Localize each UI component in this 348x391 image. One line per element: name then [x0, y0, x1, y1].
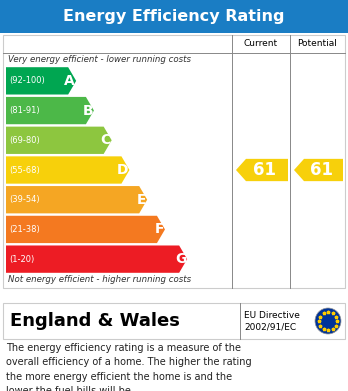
Circle shape — [315, 308, 341, 334]
Text: (55-68): (55-68) — [9, 165, 40, 174]
Text: (69-80): (69-80) — [9, 136, 40, 145]
Text: 61: 61 — [310, 161, 333, 179]
Polygon shape — [236, 159, 288, 181]
Polygon shape — [6, 127, 112, 154]
Bar — [3, 303, 345, 339]
Polygon shape — [294, 159, 343, 181]
Text: Current: Current — [244, 39, 278, 48]
Polygon shape — [6, 67, 76, 95]
Bar — [0, 0, 348, 33]
Bar — [3, 35, 345, 288]
Text: The energy efficiency rating is a measure of the
overall efficiency of a home. T: The energy efficiency rating is a measur… — [6, 343, 252, 391]
Text: F: F — [155, 222, 164, 237]
Text: B: B — [82, 104, 93, 118]
Text: England & Wales: England & Wales — [10, 312, 180, 330]
Text: (21-38): (21-38) — [9, 225, 40, 234]
Polygon shape — [6, 216, 165, 243]
Text: C: C — [101, 133, 111, 147]
Text: (1-20): (1-20) — [9, 255, 34, 264]
Text: Potential: Potential — [298, 39, 338, 48]
Polygon shape — [6, 156, 129, 184]
Text: D: D — [117, 163, 128, 177]
Text: 61: 61 — [253, 161, 277, 179]
Text: Not energy efficient - higher running costs: Not energy efficient - higher running co… — [8, 276, 191, 285]
Text: 2002/91/EC: 2002/91/EC — [244, 323, 296, 332]
Text: (39-54): (39-54) — [9, 195, 40, 204]
Polygon shape — [6, 186, 147, 213]
Text: EU Directive: EU Directive — [244, 311, 300, 320]
Text: (81-91): (81-91) — [9, 106, 40, 115]
Polygon shape — [6, 97, 94, 124]
Text: (92-100): (92-100) — [9, 76, 45, 85]
Text: G: G — [175, 252, 186, 266]
Text: E: E — [137, 193, 146, 207]
Text: Very energy efficient - lower running costs: Very energy efficient - lower running co… — [8, 54, 191, 63]
Text: Energy Efficiency Rating: Energy Efficiency Rating — [63, 9, 285, 24]
Polygon shape — [6, 246, 187, 273]
Text: A: A — [64, 74, 75, 88]
